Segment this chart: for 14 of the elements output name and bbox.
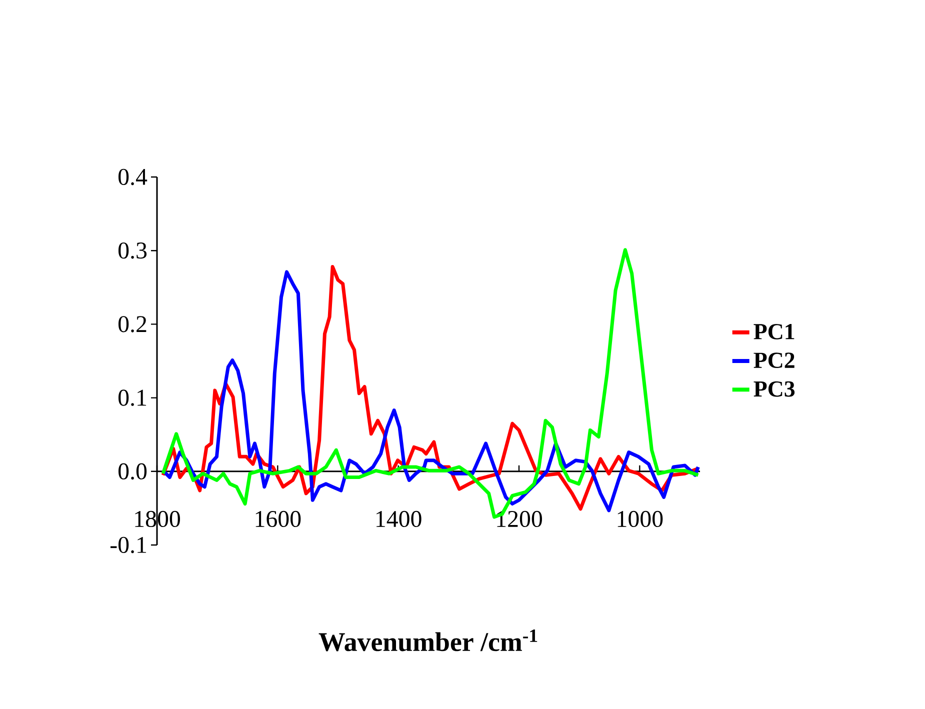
x-axis-title: Wavenumber /cm$^{-1}$	[318, 629, 538, 652]
y-tick-label: 0.1	[118, 390, 146, 406]
legend-label: PC2	[754, 352, 794, 368]
x-tick-label: 1600	[256, 510, 301, 528]
x-tick-label: 1200	[497, 510, 542, 528]
legend-label: PC3	[754, 381, 795, 397]
y-tick-label: -0.1	[110, 536, 146, 554]
legend-label: PC1	[754, 324, 794, 340]
y-tick-label: 0.4	[118, 168, 148, 186]
y-tick-label: 0.3	[118, 242, 147, 259]
x-tick-label: 1000	[618, 510, 663, 528]
x-tick-label: 1400	[376, 510, 422, 528]
y-tick-label: 0.0	[118, 463, 147, 480]
y-tick-label: 0.2	[118, 316, 146, 332]
